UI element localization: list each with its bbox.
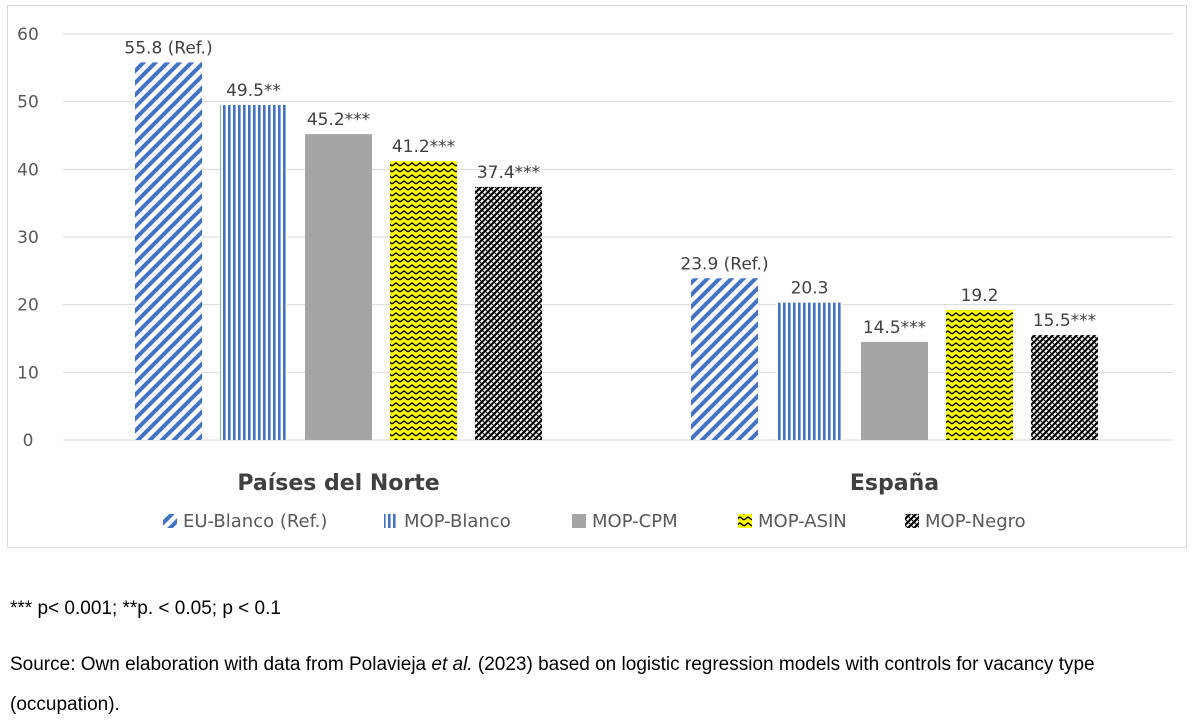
data-labels: 55.8 (Ref.) 49.5** 45.2*** 41.2*** 37.4*** 23… [124, 38, 1096, 337]
bar [776, 302, 843, 440]
bar [305, 134, 372, 440]
legend-label: EU-Blanco (Ref.) [183, 511, 327, 532]
data-label: 23.9 (Ref.) [680, 254, 768, 274]
bar [861, 341, 928, 440]
bar [691, 278, 758, 440]
data-label: 49.5** [226, 81, 281, 101]
legend-label: MOP-Blanco [404, 511, 511, 532]
data-label: 37.4*** [477, 163, 540, 183]
chart-container: 0 10 20 30 40 50 60 55.8 (Ref.) 49.5** 45.2*** 41… [7, 5, 1187, 548]
source-suffix: (2023) based on logistic regression mode… [10, 654, 1095, 715]
y-tick-label: 50 [17, 93, 39, 113]
category-label: Países del Norte [237, 471, 439, 496]
source-note: Source: Own elaboration with data from P… [10, 645, 1190, 725]
y-tick-label: 30 [17, 228, 39, 248]
bar [390, 161, 457, 441]
bar [220, 105, 287, 441]
data-label: 15.5*** [1033, 311, 1096, 331]
category-label: España [850, 471, 939, 496]
data-label: 41.2*** [392, 137, 455, 157]
data-label: 55.8 (Ref.) [124, 38, 212, 58]
legend: EU-Blanco (Ref.) MOP-Blanco MOP-CPM MOP-ASI… [163, 511, 1026, 532]
data-label: 14.5*** [863, 318, 926, 338]
data-label: 45.2*** [307, 110, 370, 130]
bar [946, 310, 1013, 440]
bar [1031, 335, 1098, 440]
bar [475, 186, 542, 440]
legend-swatch [738, 514, 752, 528]
y-tick-label: 10 [17, 363, 39, 383]
y-tick-label: 60 [17, 25, 39, 45]
legend-label: MOP-Negro [925, 511, 1026, 532]
legend-swatch [384, 514, 398, 528]
significance-note: *** p< 0.001; **p. < 0.05; p < 0.1 [10, 598, 281, 619]
bars [135, 62, 1098, 441]
bar-chart: 0 10 20 30 40 50 60 55.8 (Ref.) 49.5** 45.2*** 41… [17, 25, 1173, 532]
category-labels: Países del Norte España [237, 471, 939, 496]
y-tick-label: 20 [17, 296, 39, 316]
bar [135, 62, 202, 441]
data-label: 20.3 [791, 279, 829, 299]
legend-swatch [163, 514, 177, 528]
legend-label: MOP-CPM [592, 511, 678, 532]
y-tick-label: 40 [17, 160, 39, 180]
y-axis-ticks: 0 10 20 30 40 50 60 [17, 25, 39, 451]
source-prefix: Source: Own elaboration with data from P… [10, 654, 432, 675]
data-label: 19.2 [961, 286, 999, 306]
source-italic: et al. [431, 654, 473, 675]
legend-swatch [572, 514, 586, 528]
legend-label: MOP-ASIN [758, 511, 847, 532]
y-tick-label: 0 [23, 431, 34, 451]
legend-swatch [905, 514, 919, 528]
